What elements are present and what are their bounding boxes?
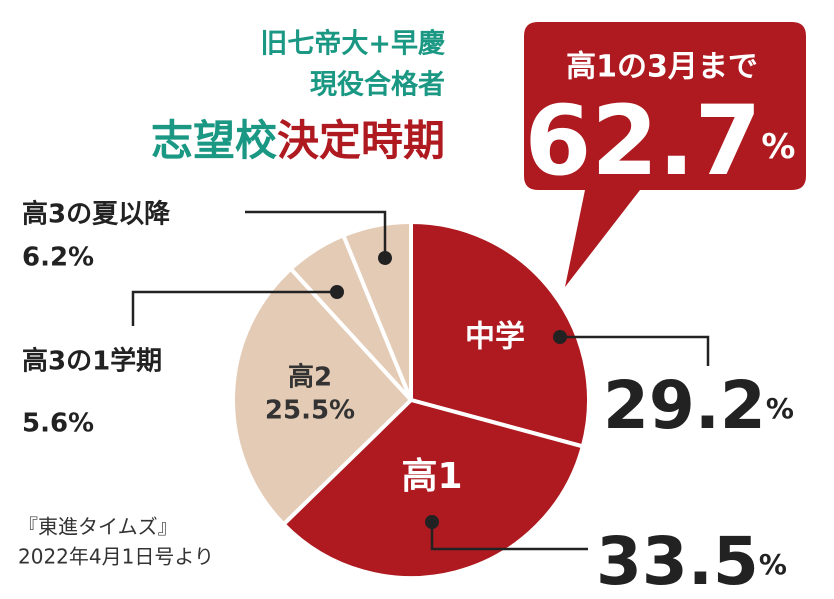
chart-title: 志望校決定時期 [151, 116, 445, 165]
value-label: 25.5% [265, 396, 355, 426]
leader-line [131, 290, 337, 326]
pie [231, 220, 591, 580]
category-label: 高3の1学期 [22, 346, 162, 377]
subtitle: 現役合格者 [310, 69, 445, 101]
category-label: 高2 [288, 362, 332, 393]
leader-line [430, 522, 588, 551]
source: 2022年4月1日号より [18, 545, 214, 569]
leader-dot [330, 285, 344, 299]
subtitle: 旧七帝大+早慶 [260, 28, 445, 60]
callout-title: 高1の3月まで [566, 50, 758, 85]
category-label: 中学 [465, 320, 525, 355]
value-label: 6.2% [22, 243, 94, 273]
value-label: 29.2% [603, 367, 794, 444]
slice [281, 398, 585, 580]
leader-line [560, 335, 710, 366]
category-label: 高3の夏以降 [22, 199, 171, 230]
category-label: 高1 [401, 456, 462, 497]
leader-dot [553, 330, 567, 344]
value-label: 33.5% [596, 523, 787, 599]
callout-box [524, 22, 806, 287]
slice [341, 220, 413, 402]
leader-dot [378, 251, 392, 265]
leader-line [245, 210, 387, 258]
source: 『東進タイムズ』 [18, 515, 178, 539]
slice [409, 220, 591, 449]
title-part: 志望校 [151, 116, 277, 165]
value-label: 5.6% [22, 409, 94, 439]
title-part: 決定時期 [277, 116, 445, 165]
leader-dot [425, 515, 439, 529]
callout-value: 62.7% [525, 85, 796, 197]
